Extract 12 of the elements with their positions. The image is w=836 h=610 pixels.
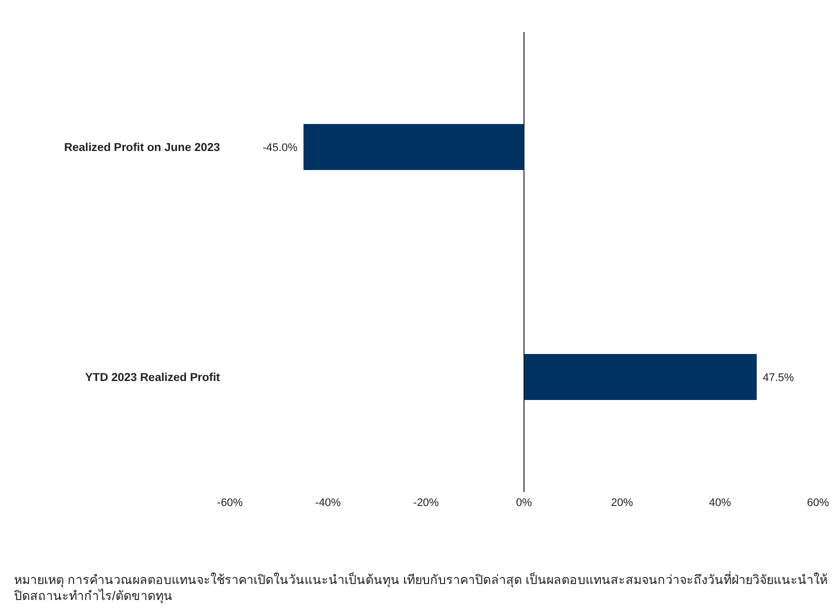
y-tick-label: Realized Profit on June 2023: [64, 142, 220, 154]
x-tick-label: -20%: [413, 497, 440, 509]
x-tick-label: 40%: [708, 497, 732, 509]
x-tick-label: 60%: [806, 497, 830, 509]
y-tick-label: YTD 2023 Realized Profit: [85, 372, 220, 384]
x-tick-label: -40%: [315, 497, 342, 509]
text: หมายเหตุ การคำนวณผลตอบแทนจะใช้ราคาเปิดในวันแนะนำเป็นต้นทุน เทียบกับราคาปิดล่าสุด เป็นผลตอบแทนสะสมจนกว่าจะถึงวันที่ฝ่ายวิจัยแนะนำให้ปิดสถานะทำกำไร/ตัดขาดทุน: [14, 572, 828, 604]
data-label: -45.0%: [262, 142, 298, 154]
x-tick-label: -60%: [217, 497, 244, 509]
x-tick-label: 0%: [516, 497, 532, 509]
x-tick-label: 20%: [610, 497, 634, 509]
data-label: 47.5%: [762, 372, 794, 384]
